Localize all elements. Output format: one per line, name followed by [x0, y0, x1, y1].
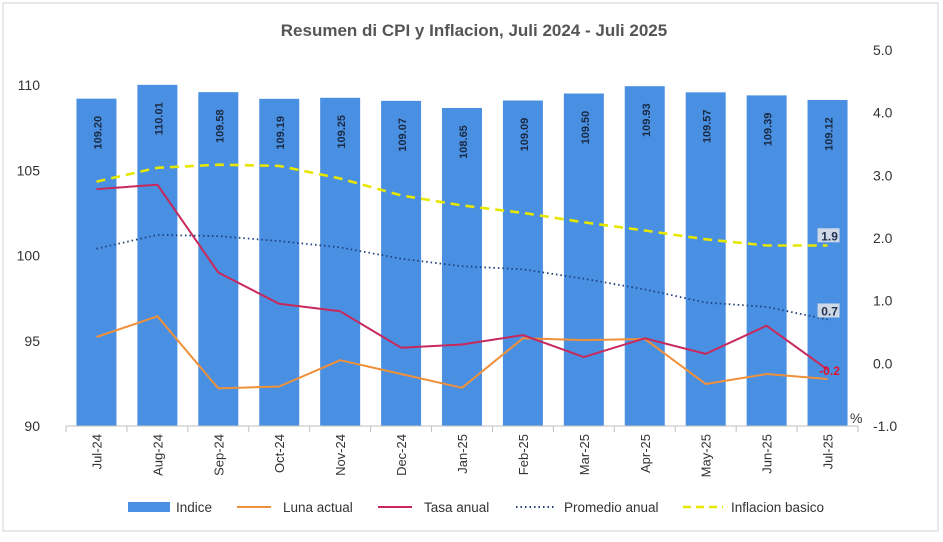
bar-indice: [624, 86, 665, 427]
x-axis-tick-label: Jun-25: [760, 434, 775, 474]
x-axis-tick-label: Jul-24: [89, 434, 104, 469]
bar-value-label: 109.20: [92, 116, 104, 150]
left-axis-tick-label: 105: [17, 162, 41, 178]
legend-label: Promedio anual: [564, 500, 659, 515]
bar-indice: [807, 100, 848, 426]
left-axis: 90 95 100 105 110: [17, 77, 41, 434]
bar-indice: [76, 98, 117, 426]
chart-border: [2, 2, 939, 532]
right-axis-tick-label: 0.0: [873, 355, 893, 371]
right-axis-unit: %: [850, 410, 862, 426]
bar-indice: [502, 100, 543, 426]
bar-value-label: 109.25: [336, 115, 348, 149]
bar-value-label: 109.57: [702, 110, 714, 144]
bar-value-label: 109.58: [214, 109, 226, 143]
x-axis-tick-label: May-25: [699, 434, 714, 477]
line-luna-actual: [96, 315, 828, 390]
right-axis-tick-label: 2.0: [873, 230, 893, 246]
bar-indice: [320, 97, 361, 426]
x-axis-tick-label: Jan-25: [455, 434, 470, 474]
bar-value-label: 109.12: [824, 117, 836, 151]
line-tasa-anual: [96, 183, 829, 371]
line-series: [96, 163, 829, 390]
left-axis-tick-label: 95: [24, 333, 40, 349]
right-axis-tick-label: 1.0: [873, 293, 893, 309]
bar-indice: [137, 84, 178, 426]
bar-indice: [259, 98, 300, 427]
legend-label: Indice: [176, 500, 212, 515]
bar-indice: [198, 92, 239, 426]
x-axis: Jul-24 Aug-24 Sep-24 Oct-24 Nov-24 Dec-24 Jan-…: [65, 425, 859, 477]
right-axis-tick-label: 4.0: [873, 105, 893, 121]
chart-title: Resumen di CPI y Inflacion, Juli 2024 - …: [281, 21, 667, 40]
bar-value-label: 109.50: [580, 111, 592, 145]
legend-swatch-indice: [128, 502, 170, 512]
x-axis-tick-label: Nov-24: [333, 434, 348, 476]
end-value-label: -0.2: [819, 364, 840, 378]
right-axis-tick-label: -1.0: [873, 418, 897, 434]
bar-value-label: 109.93: [641, 103, 653, 137]
bar-value-label: 108.65: [458, 125, 470, 159]
x-axis-tick-label: Dec-24: [394, 434, 409, 476]
legend-label: Inflacion basico: [731, 500, 824, 515]
end-value-label: 0.7: [821, 304, 838, 318]
x-axis-tick-label: Jul-25: [821, 434, 836, 469]
bar-value-label: 109.19: [275, 116, 287, 150]
x-axis-tick-label: Mar-25: [577, 434, 592, 475]
end-value-labels: 1.9 0.7 -0.2: [817, 228, 840, 378]
bar-series-indice: [76, 84, 848, 427]
x-axis-tick-label: Feb-25: [516, 434, 531, 475]
left-axis-tick-label: 90: [24, 418, 40, 434]
bar-indice: [563, 93, 604, 427]
end-label-background: [817, 228, 840, 243]
line-inflacion-basico: [96, 163, 828, 247]
bar-value-label: 109.39: [763, 113, 775, 147]
x-axis-tick-label: Sep-24: [211, 434, 226, 476]
right-axis-tick-label: 5.0: [873, 42, 893, 58]
legend-label: Luna actual: [283, 500, 353, 515]
left-axis-tick-label: 100: [17, 248, 41, 264]
bar-value-label: 109.07: [397, 118, 409, 152]
right-axis: -1.0 0.0 1.0 2.0 3.0 4.0 5.0%: [850, 42, 897, 434]
bar-value-labels: 109.20 110.01 109.58 109.19 109.25 109.07 108.…: [92, 102, 835, 159]
x-axis-tick-label: Aug-24: [150, 434, 165, 476]
bar-indice: [685, 92, 726, 427]
x-axis-tick-label: Apr-25: [638, 434, 653, 473]
left-axis-tick-label: 110: [18, 77, 41, 93]
line-promedio-anual: [96, 233, 828, 321]
end-label-background: [817, 303, 840, 318]
bar-value-label: 109.09: [519, 118, 531, 152]
end-value-label: 1.9: [821, 229, 838, 243]
right-axis-tick-label: 3.0: [873, 167, 893, 183]
bar-indice: [746, 95, 787, 426]
bar-value-label: 110.01: [153, 102, 165, 135]
legend-label: Tasa anual: [424, 500, 489, 515]
x-axis-tick-label: Oct-24: [272, 434, 287, 473]
legend: Indice Luna actual Tasa anual Promedio anua…: [128, 500, 824, 515]
